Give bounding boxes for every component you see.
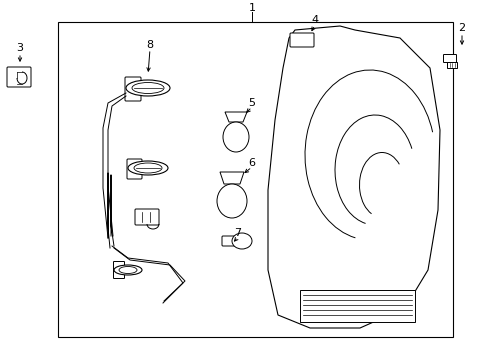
FancyBboxPatch shape: [125, 77, 141, 101]
Ellipse shape: [128, 161, 168, 175]
Text: 4: 4: [311, 15, 318, 25]
Bar: [299, 290, 414, 322]
Ellipse shape: [132, 82, 163, 94]
FancyBboxPatch shape: [289, 33, 313, 47]
FancyBboxPatch shape: [7, 67, 31, 87]
Ellipse shape: [217, 184, 246, 218]
Text: 5: 5: [248, 98, 255, 108]
Text: 2: 2: [458, 23, 465, 33]
Text: 1: 1: [248, 3, 255, 13]
Bar: [446, 62, 456, 68]
Ellipse shape: [114, 265, 142, 275]
Text: 7: 7: [234, 228, 241, 238]
Bar: [58, 22, 452, 337]
Text: 6: 6: [248, 158, 255, 168]
Text: 3: 3: [17, 43, 23, 53]
FancyBboxPatch shape: [113, 261, 124, 279]
FancyBboxPatch shape: [222, 236, 236, 246]
Polygon shape: [267, 26, 439, 328]
FancyBboxPatch shape: [135, 209, 159, 225]
FancyBboxPatch shape: [443, 54, 456, 63]
Ellipse shape: [223, 122, 248, 152]
Ellipse shape: [119, 266, 137, 274]
Text: 8: 8: [146, 40, 153, 50]
Polygon shape: [220, 172, 244, 184]
Polygon shape: [224, 112, 246, 122]
Ellipse shape: [231, 233, 251, 249]
FancyBboxPatch shape: [127, 159, 142, 179]
Ellipse shape: [126, 80, 170, 96]
Ellipse shape: [134, 163, 162, 173]
